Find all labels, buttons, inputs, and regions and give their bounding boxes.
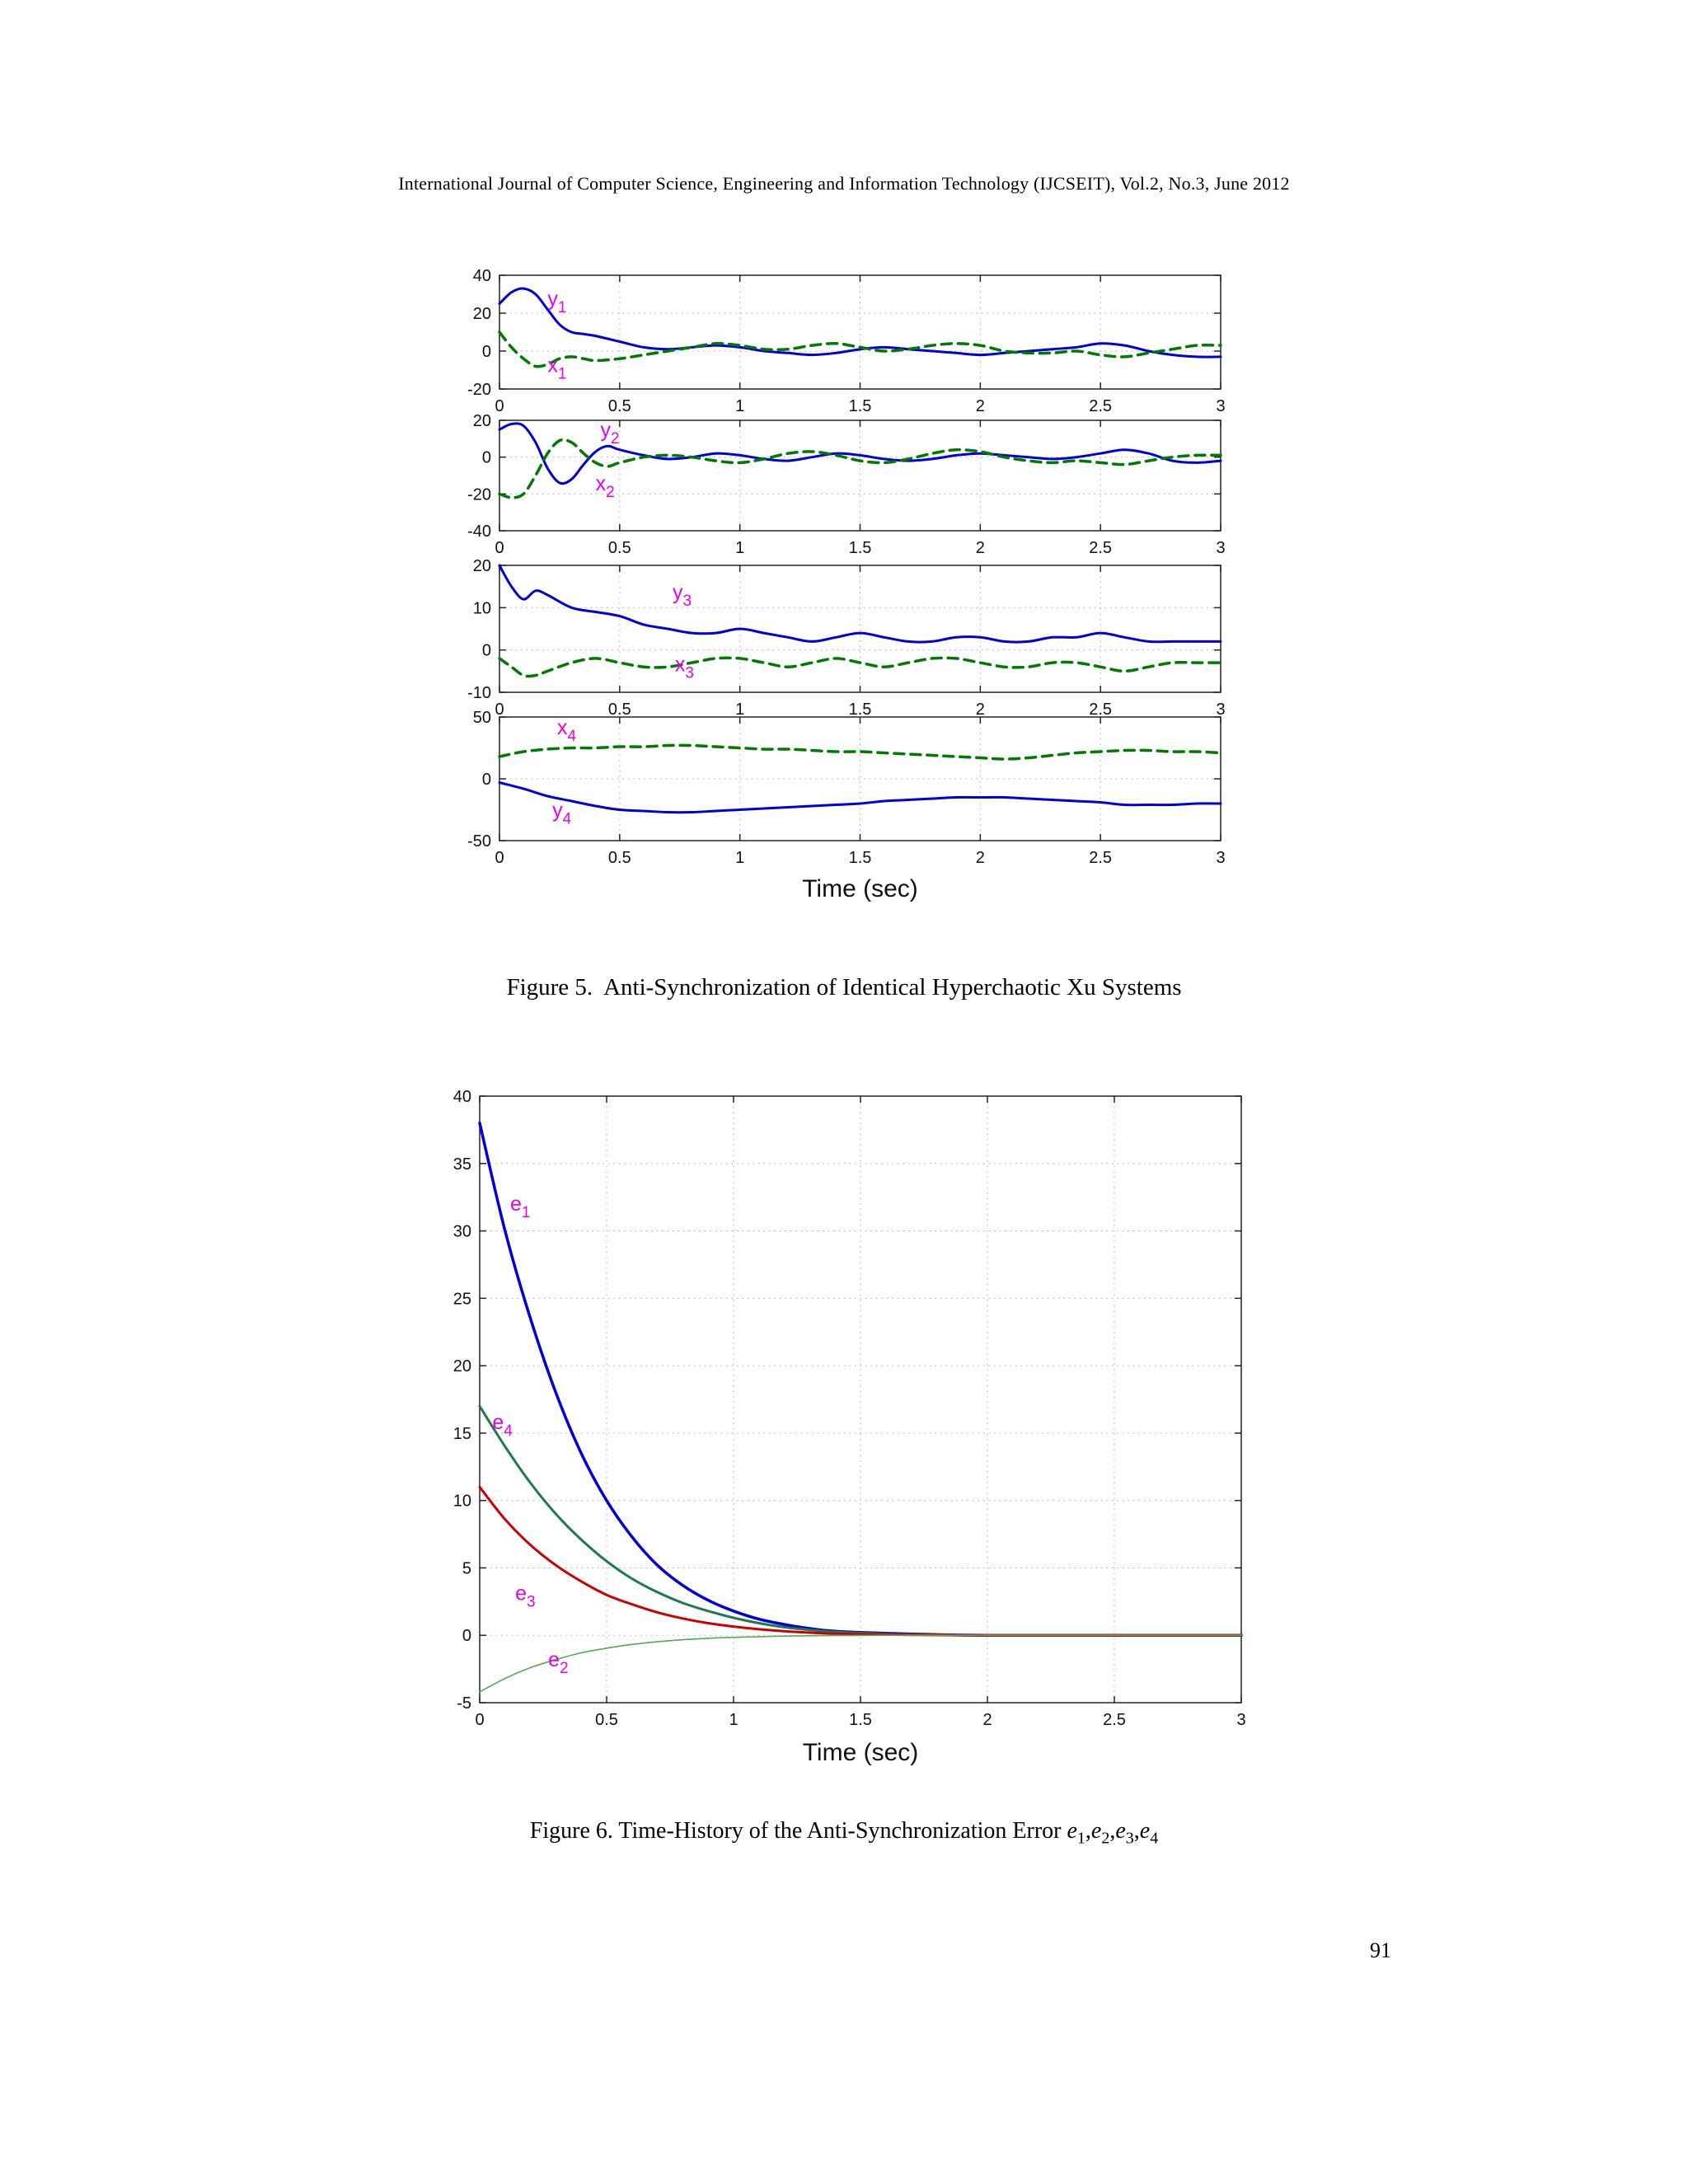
svg-text:-50: -50 [467,832,491,851]
svg-text:e2: e2 [548,1648,568,1677]
svg-text:e4: e4 [492,1411,513,1440]
svg-text:2.5: 2.5 [1103,1711,1126,1729]
svg-text:20: 20 [473,305,491,323]
svg-text:0: 0 [495,849,504,867]
svg-text:3: 3 [1236,1711,1245,1729]
svg-text:2.5: 2.5 [1089,539,1112,557]
svg-text:40: 40 [473,267,491,285]
page-number: 91 [1370,1938,1391,1962]
svg-text:-20: -20 [467,485,491,504]
svg-text:0: 0 [495,539,504,557]
svg-text:-40: -40 [467,523,491,541]
svg-text:y1: y1 [547,288,566,316]
svg-text:x3: x3 [675,653,694,682]
svg-text:0: 0 [482,343,491,361]
svg-text:0.5: 0.5 [608,701,631,719]
svg-text:2: 2 [976,539,985,557]
figure5-caption: Figure 5. Anti-Synchronization of Identi… [506,974,1182,1001]
svg-text:2: 2 [982,1711,992,1729]
svg-text:0: 0 [482,771,491,789]
svg-text:-5: -5 [457,1694,471,1713]
svg-text:5: 5 [462,1559,471,1577]
svg-text:20: 20 [473,557,491,575]
svg-text:0.5: 0.5 [608,849,631,867]
svg-text:2: 2 [976,701,985,719]
svg-text:2.5: 2.5 [1089,397,1112,415]
svg-text:y4: y4 [552,799,572,828]
svg-text:y3: y3 [673,581,692,610]
svg-text:3: 3 [1216,849,1225,867]
svg-text:1: 1 [735,397,744,415]
svg-text:3: 3 [1216,701,1225,719]
svg-text:10: 10 [453,1493,471,1511]
svg-text:3: 3 [1216,539,1225,557]
svg-text:1: 1 [735,539,744,557]
svg-text:2: 2 [976,397,985,415]
svg-text:20: 20 [473,412,491,430]
svg-text:1.5: 1.5 [849,539,872,557]
svg-text:1: 1 [735,849,744,867]
svg-text:0: 0 [462,1627,471,1645]
svg-text:35: 35 [453,1155,471,1174]
svg-text:2: 2 [976,849,985,867]
svg-text:1.5: 1.5 [849,701,872,719]
svg-text:40: 40 [453,1088,471,1106]
svg-text:2.5: 2.5 [1089,849,1112,867]
svg-text:15: 15 [453,1425,471,1443]
svg-text:x1: x1 [547,354,566,382]
svg-text:30: 30 [453,1223,471,1241]
svg-text:0: 0 [495,701,504,719]
figure6-caption-math: e1,e2,e3,e4 [1067,1818,1159,1848]
svg-text:e1: e1 [510,1193,530,1221]
svg-text:0: 0 [482,449,491,467]
figure6-caption: Figure 6. Time-History of the Anti-Synch… [0,1818,1688,1849]
svg-text:1.5: 1.5 [849,849,872,867]
svg-text:20: 20 [453,1357,471,1376]
svg-text:10: 10 [473,599,491,617]
figure6-caption-text: Figure 6. Time-History of the Anti-Synch… [529,1818,1067,1844]
svg-text:1.5: 1.5 [849,1711,872,1729]
svg-text:e3: e3 [515,1582,535,1611]
svg-text:0: 0 [475,1711,484,1729]
svg-text:x2: x2 [596,472,615,501]
svg-text:0: 0 [495,397,504,415]
svg-text:Time (sec): Time (sec) [803,1739,919,1766]
svg-text:3: 3 [1216,397,1225,415]
svg-text:-20: -20 [467,381,491,399]
svg-text:0: 0 [482,642,491,660]
svg-text:0.5: 0.5 [608,539,631,557]
svg-text:2.5: 2.5 [1089,701,1112,719]
svg-text:1.5: 1.5 [849,397,872,415]
svg-text:-10: -10 [467,684,491,702]
svg-text:1: 1 [729,1711,738,1729]
svg-text:50: 50 [473,709,491,727]
svg-text:y2: y2 [601,419,620,448]
svg-text:Time (sec): Time (sec) [802,875,918,902]
journal-header: International Journal of Computer Scienc… [398,173,1290,194]
svg-text:0.5: 0.5 [608,397,631,415]
svg-text:x4: x4 [557,716,577,745]
svg-text:0.5: 0.5 [595,1711,618,1729]
svg-text:25: 25 [453,1290,471,1308]
figure6-chart: 0 0.5 1 1.5 2 2.5 34035302520151050-5e1e4e3e2T… [453,1088,1246,1766]
svg-text:1: 1 [735,701,744,719]
